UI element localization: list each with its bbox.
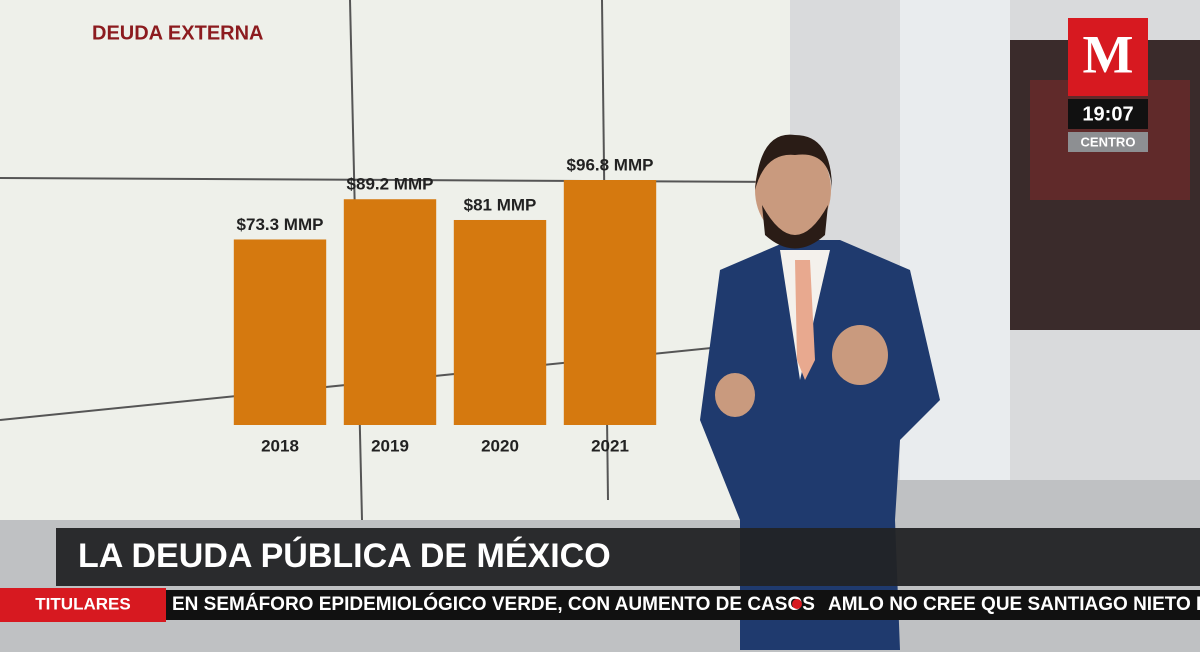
chart-title: DEUDA EXTERNA xyxy=(92,22,264,44)
value-label: $73.3 MMP xyxy=(237,215,324,234)
value-label: $96.8 MMP xyxy=(567,155,654,174)
ticker-label: TITULARES xyxy=(35,594,130,613)
zone-box xyxy=(1068,132,1148,152)
x-tick-label: 2020 xyxy=(481,436,519,455)
ticker-item: EN SEMÁFORO EPIDEMIOLÓGICO VERDE, CON AU… xyxy=(172,593,815,615)
wall-seam xyxy=(0,177,791,183)
x-tick-label: 2021 xyxy=(591,436,629,455)
time: 19:07 xyxy=(1082,103,1133,125)
logo-box xyxy=(1068,18,1148,96)
studio-pillar xyxy=(900,0,1010,520)
ticker-bar xyxy=(0,590,1200,620)
x-tick-label: 2018 xyxy=(261,436,299,455)
bar xyxy=(343,199,437,425)
logo-letter: M xyxy=(1083,24,1134,84)
ticker-item: AMLO NO CREE QUE SANTIAGO NIETO EST xyxy=(828,594,1200,615)
ticker-label-box xyxy=(0,588,166,622)
bar xyxy=(233,239,327,425)
headline-bar xyxy=(56,528,1200,586)
time-box xyxy=(1068,99,1148,129)
value-label: $81 MMP xyxy=(464,195,537,214)
ticker-separator xyxy=(792,599,802,609)
headline: LA DEUDA PÚBLICA DE MÉXICO xyxy=(78,537,611,575)
bar xyxy=(563,180,657,425)
value-label: $89.2 MMP xyxy=(347,175,434,194)
zone: CENTRO xyxy=(1081,134,1136,149)
bar-chart: $73.3 MMP 2018 $89.2 MMP 2019 $81 MMP 2020 $96… xyxy=(233,155,657,455)
x-tick-label: 2019 xyxy=(371,436,409,455)
bar xyxy=(453,219,547,425)
